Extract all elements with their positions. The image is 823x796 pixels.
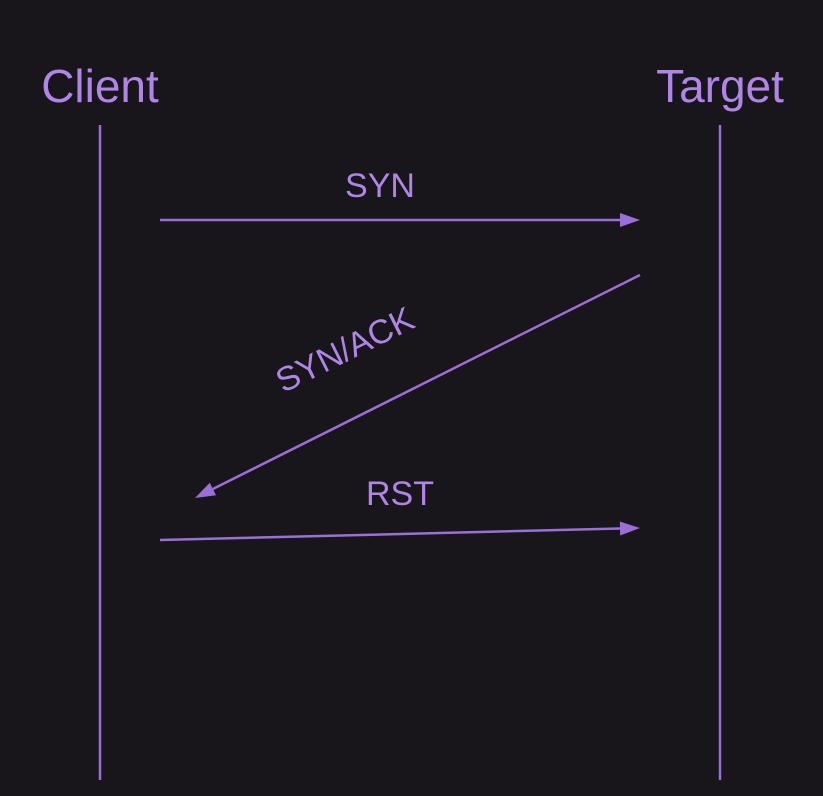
arrow-synack-head-icon (195, 483, 216, 498)
arrow-rst-head-icon (620, 522, 640, 536)
arrow-rst-shaft (160, 528, 620, 540)
sequence-diagram: Client Target SYN SYN/ACK RST (0, 0, 823, 796)
message-synack: SYN/ACK (195, 275, 640, 498)
arrow-syn-head-icon (620, 213, 640, 227)
message-syn-label: SYN (345, 167, 415, 205)
message-synack-label: SYN/ACK (270, 300, 421, 401)
message-rst-label: RST (366, 475, 434, 513)
message-syn: SYN (160, 167, 640, 227)
actor-client-label: Client (41, 60, 159, 112)
message-rst: RST (160, 475, 640, 540)
actor-target-label: Target (656, 60, 784, 112)
messages-group: SYN SYN/ACK RST (160, 167, 640, 540)
